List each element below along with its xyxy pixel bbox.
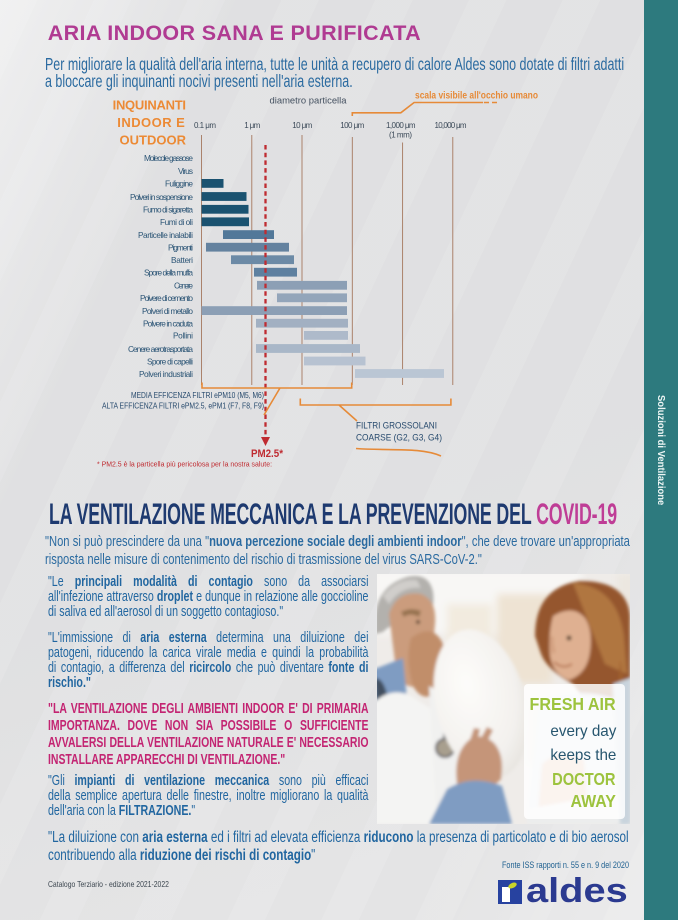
svg-text:ALTA EFFICENZA FILTRI ePM2.5,: ALTA EFFICENZA FILTRI ePM2.5, ePM1 (F7, …	[102, 401, 264, 410]
svg-text:Fuliggine: Fuliggine	[165, 179, 193, 189]
svg-text:PM2.5*: PM2.5*	[251, 448, 284, 460]
svg-text:Batteri: Batteri	[171, 255, 193, 265]
svg-text:MEDIA EFFICENZA FILTRI ePM10 (: MEDIA EFFICENZA FILTRI ePM10 (M5, M6)	[131, 391, 264, 400]
svg-text:Fumi di oli: Fumi di oli	[160, 217, 193, 227]
svg-text:Pollini: Pollini	[173, 331, 193, 341]
svg-text:1,000 μm: 1,000 μm	[386, 121, 416, 130]
svg-text:10,000 μm: 10,000 μm	[435, 121, 467, 130]
svg-text:Polvere in caduta: Polvere in caduta	[143, 319, 193, 329]
svg-text:Cenere: Cenere	[174, 281, 193, 291]
svg-text:10 μm: 10 μm	[292, 121, 312, 130]
svg-text:diametro particella: diametro particella	[270, 96, 347, 106]
svg-text:COARSE (G2, G3, G4): COARSE (G2, G3, G4)	[356, 433, 442, 444]
svg-text:Fumo di sigaretta: Fumo di sigaretta	[143, 205, 193, 215]
svg-text:INQUINANTI: INQUINANTI	[113, 98, 186, 113]
svg-text:(1 mm): (1 mm)	[389, 131, 412, 140]
svg-text:Molecole gassose: Molecole gassose	[144, 153, 193, 163]
svg-text:Polveri di metallo: Polveri di metallo	[142, 306, 193, 316]
svg-text:Polveri in sospensione: Polveri in sospensione	[130, 192, 193, 202]
svg-text:Cenere aerotrasportata: Cenere aerotrasportata	[128, 344, 193, 354]
svg-text:* PM2.5 è la particella più pe: * PM2.5 è la particella più pericolosa p…	[97, 460, 272, 469]
svg-text:Particelle inalabili: Particelle inalabili	[138, 230, 193, 240]
svg-text:1 μm: 1 μm	[244, 121, 260, 130]
svg-text:Spore di capelli: Spore di capelli	[147, 356, 193, 366]
svg-text:Spore della muffa: Spore della muffa	[144, 268, 193, 278]
svg-text:FILTRI GROSSOLANI: FILTRI GROSSOLANI	[356, 421, 437, 432]
svg-text:Virus: Virus	[178, 166, 193, 176]
svg-text:Polveri industriali: Polveri industriali	[139, 369, 193, 379]
svg-text:0.1 μm: 0.1 μm	[194, 121, 216, 130]
svg-text:scala visibile all'occhio uman: scala visibile all'occhio umano	[415, 91, 538, 102]
svg-text:Pigmenti: Pigmenti	[168, 243, 193, 253]
svg-text:100 μm: 100 μm	[340, 121, 364, 130]
svg-text:Polvere di cemento: Polvere di cemento	[140, 293, 193, 303]
svg-text:INDOOR E: INDOOR E	[117, 115, 185, 130]
svg-text:OUTDOOR: OUTDOOR	[120, 133, 187, 148]
